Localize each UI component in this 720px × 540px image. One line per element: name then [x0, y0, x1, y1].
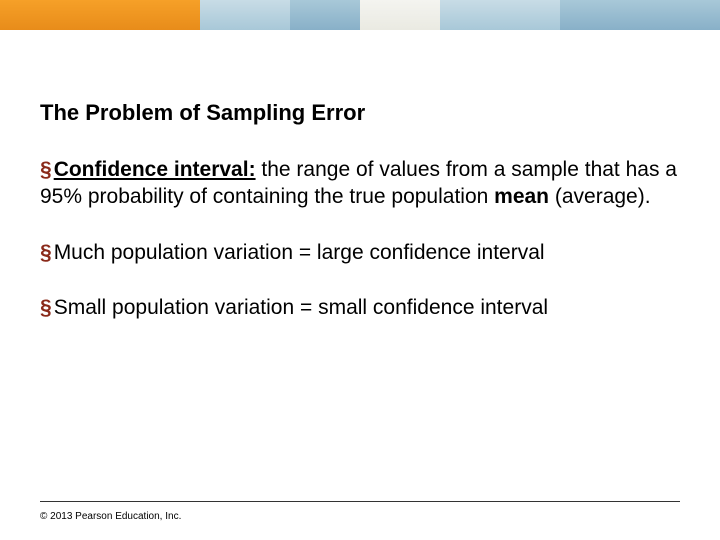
- bullet-body-tail: (average).: [549, 185, 651, 208]
- bullet-body-text: Much population variation = large confid…: [54, 241, 545, 264]
- bullet-marker-icon: §: [40, 158, 52, 181]
- bar-segment-blue-mid: [290, 0, 360, 30]
- decorative-top-bar: [0, 0, 720, 30]
- slide-title: The Problem of Sampling Error: [40, 100, 680, 126]
- bar-segment-blue-light: [200, 0, 290, 30]
- bullet-lead-term: Confidence interval:: [54, 158, 256, 181]
- slide-content: The Problem of Sampling Error §Confidenc…: [0, 30, 720, 321]
- bullet-item-2: §Much population variation = large confi…: [40, 239, 680, 266]
- bullet-marker-icon: §: [40, 241, 52, 264]
- bullet-body-text: Small population variation = small confi…: [54, 296, 548, 319]
- copyright-text: © 2013 Pearson Education, Inc.: [40, 511, 181, 522]
- bullet-item-3: §Small population variation = small conf…: [40, 294, 680, 321]
- bullet-mean-word: mean: [494, 185, 549, 208]
- bar-segment-blue-mid-2: [560, 0, 720, 30]
- bar-segment-white: [360, 0, 440, 30]
- bar-segment-orange: [0, 0, 200, 30]
- bullet-item-1: §Confidence interval: the range of value…: [40, 156, 680, 211]
- footer-divider: [40, 501, 680, 502]
- bullet-marker-icon: §: [40, 296, 52, 319]
- bar-segment-blue-light-2: [440, 0, 560, 30]
